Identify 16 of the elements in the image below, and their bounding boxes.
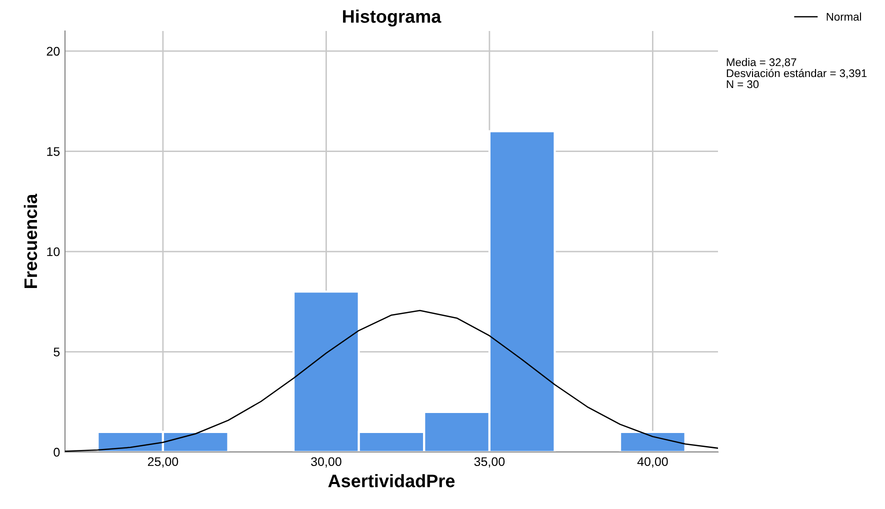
text: N = 30: [726, 80, 759, 88]
x-tick-label: 30,00: [311, 457, 342, 468]
y-tick-label: 20: [46, 46, 60, 56]
y-tick-label: 10: [47, 247, 60, 256]
y-tick-label: 15: [47, 147, 60, 156]
text: Media = 32,87: [726, 58, 796, 68]
x-axis-title: AsertividadPre: [328, 474, 455, 488]
legend-label: Normal: [826, 12, 861, 21]
y-tick-label: 0: [54, 448, 60, 457]
text: Desviación estándar = 3,391: [726, 68, 867, 78]
chart-title: Histograma: [343, 10, 442, 26]
x-tick-label: 25,00: [148, 457, 178, 468]
y-axis-title: Frecuencia: [24, 194, 38, 288]
x-tick-label: 35,00: [474, 457, 505, 468]
y-tick-label: 5: [54, 348, 60, 356]
x-tick-label: 40,00: [637, 457, 668, 468]
